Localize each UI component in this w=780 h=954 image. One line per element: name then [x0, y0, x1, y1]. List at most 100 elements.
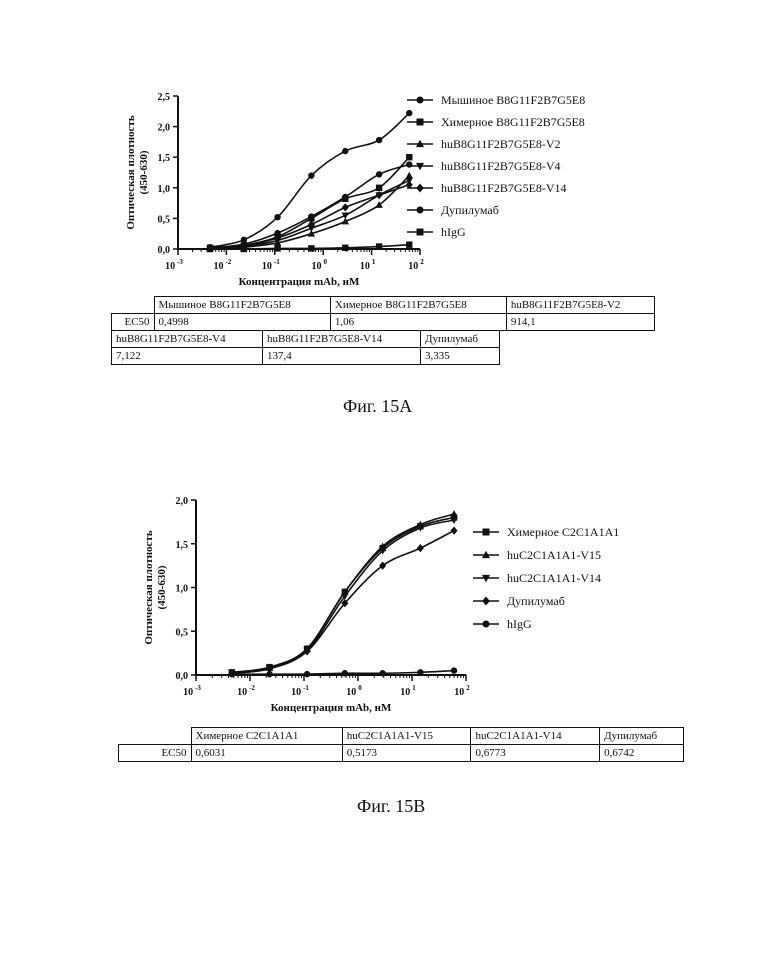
legend-marker	[417, 97, 424, 104]
table-cell: 0,4998	[154, 314, 330, 331]
table-header-row: Химерное C2C1A1A1 huC2C1A1A1-V15 huC2C1A…	[119, 728, 684, 745]
x-tick-label: 10-3	[183, 684, 201, 698]
data-point	[379, 670, 385, 676]
x-tick-label: 10-2	[213, 258, 231, 272]
data-point	[406, 161, 412, 167]
data-point	[342, 194, 348, 200]
data-point	[308, 172, 314, 178]
x-tick-label: 101	[360, 258, 376, 272]
y-tick-label: 0,0	[176, 671, 189, 682]
legend-label: huC2C1A1A1-V14	[507, 571, 601, 585]
data-point	[229, 671, 235, 677]
ec50-table-15a-1: Мышиное B8G11F2B7G5E8 Химерное B8G11F2B7…	[111, 296, 655, 331]
y-axis-title: Оптическая плотность(450-630)	[143, 530, 168, 645]
table-cell: EC50	[112, 314, 155, 331]
y-axis-title: Оптическая плотность(450-630)	[125, 115, 150, 230]
data-point	[308, 213, 314, 219]
table-cell: Мышиное B8G11F2B7G5E8	[154, 297, 330, 314]
y-tick-label: 1,5	[176, 540, 189, 551]
legend-marker	[483, 621, 490, 628]
table-cell: 7,122	[112, 348, 263, 365]
legend-label: huC2C1A1A1-V15	[507, 548, 601, 562]
table-cell: Химерное B8G11F2B7G5E8	[330, 297, 506, 314]
x-axis-title: Концентрация mAb, нМ	[271, 702, 392, 714]
legend-marker	[417, 207, 424, 214]
y-tick-label: 0,5	[176, 627, 189, 638]
legend-label: Дупилумаб	[441, 203, 499, 217]
data-point	[274, 245, 280, 251]
data-point	[241, 246, 247, 252]
table-cell: 1,06	[330, 314, 506, 331]
legend-label: huB8G11F2B7G5E8-V14	[441, 181, 567, 195]
legend-label: Химерное B8G11F2B7G5E8	[441, 115, 585, 129]
data-point	[376, 185, 382, 191]
data-point	[342, 245, 348, 251]
x-tick-label: 10-2	[237, 684, 255, 698]
legend-marker	[417, 119, 424, 126]
chart-15b: 0,00,51,01,52,010-310-210-1100101102Конц…	[0, 488, 780, 718]
y-tick-label: 1,0	[158, 184, 171, 195]
data-point	[304, 671, 310, 677]
legend-label: huB8G11F2B7G5E8-V4	[441, 159, 561, 173]
legend-label: hIgG	[441, 225, 466, 239]
y-tick-label: 2,0	[158, 123, 171, 134]
legend-marker	[417, 229, 424, 236]
data-point	[406, 242, 412, 248]
data-point	[274, 214, 280, 220]
table-row: EC50 0,6031 0,5173 0,6773 0,6742	[119, 745, 684, 762]
legend-marker	[482, 596, 490, 605]
table-cell: huC2C1A1A1-V14	[471, 728, 600, 745]
data-point	[406, 154, 412, 160]
data-point	[417, 544, 424, 552]
x-tick-label: 10-3	[165, 258, 183, 272]
x-tick-label: 101	[400, 684, 416, 698]
x-axis-title: Концентрация mAb, нМ	[239, 276, 360, 288]
x-tick-label: 102	[454, 684, 470, 698]
ec50-table-15b: Химерное C2C1A1A1 huC2C1A1A1-V15 huC2C1A…	[118, 727, 684, 762]
ec50-table-15a-2: huB8G11F2B7G5E8-V4 huB8G11F2B7G5E8-V14 Д…	[111, 330, 500, 365]
data-point	[406, 172, 413, 179]
y-tick-label: 0,5	[158, 214, 171, 225]
data-point	[342, 148, 348, 154]
data-point	[274, 230, 280, 236]
y-tick-label: 1,5	[158, 153, 171, 164]
data-point	[342, 203, 349, 211]
y-tick-label: 2,5	[158, 92, 171, 103]
legend-label: hIgG	[507, 617, 532, 631]
x-tick-label: 10-1	[262, 258, 280, 272]
figure-caption-15b: Фиг. 15B	[357, 796, 425, 817]
table-cell: EC50	[119, 745, 192, 762]
chart-15a: 0,00,51,01,52,02,510-310-210-1100101102К…	[0, 80, 780, 295]
data-point	[379, 561, 386, 569]
legend-label: Мышиное B8G11F2B7G5E8	[441, 93, 585, 107]
table-cell	[119, 728, 192, 745]
data-point	[376, 191, 383, 199]
x-tick-label: 100	[346, 684, 362, 698]
table-cell: 0,6742	[600, 745, 684, 762]
data-point	[308, 245, 314, 251]
y-tick-label: 2,0	[176, 496, 189, 507]
table-cell: huC2C1A1A1-V15	[342, 728, 471, 745]
table-cell: 0,6031	[191, 745, 342, 762]
table-cell: huB8G11F2B7G5E8-V4	[112, 331, 263, 348]
x-tick-label: 100	[311, 258, 327, 272]
data-point	[376, 137, 382, 143]
data-point	[207, 246, 213, 252]
data-point	[451, 667, 457, 673]
y-tick-label: 0,0	[158, 245, 171, 256]
table-cell: Дупилумаб	[421, 331, 500, 348]
table-header-row: huB8G11F2B7G5E8-V4 huB8G11F2B7G5E8-V14 Д…	[112, 331, 500, 348]
table-cell: 3,335	[421, 348, 500, 365]
table-cell: huB8G11F2B7G5E8-V2	[506, 297, 654, 314]
legend-label: Химерное C2C1A1A1	[507, 525, 619, 539]
table-cell: Химерное C2C1A1A1	[191, 728, 342, 745]
data-point	[451, 526, 458, 534]
table-cell: 914,1	[506, 314, 654, 331]
table-cell: 0,6773	[471, 745, 600, 762]
legend-marker	[416, 183, 424, 192]
data-point	[266, 671, 272, 677]
table-cell: huB8G11F2B7G5E8-V14	[263, 331, 421, 348]
table-header-row: Мышиное B8G11F2B7G5E8 Химерное B8G11F2B7…	[112, 297, 655, 314]
data-point	[342, 670, 348, 676]
data-point	[450, 510, 457, 517]
